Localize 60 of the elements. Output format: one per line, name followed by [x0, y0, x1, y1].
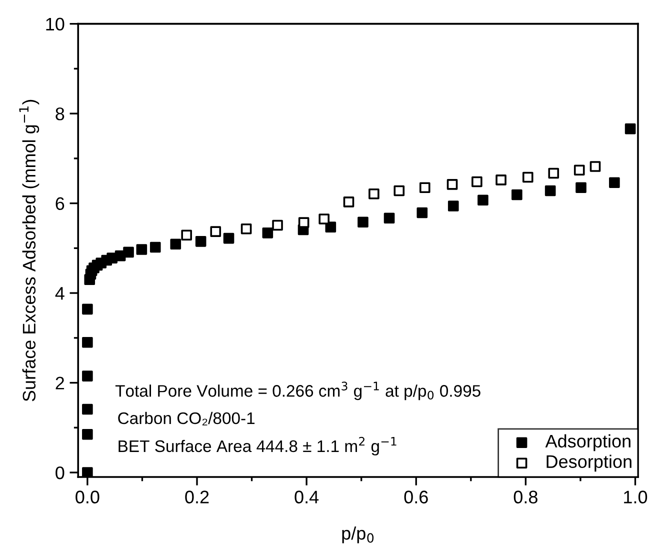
- point: [368, 188, 380, 200]
- point: [416, 207, 428, 218]
- point: [82, 336, 93, 348]
- point: [472, 176, 482, 188]
- point: [358, 216, 368, 228]
- point: [448, 200, 459, 212]
- legend-label: Desorption: [546, 454, 632, 472]
- point: [82, 370, 93, 382]
- point: [325, 222, 336, 232]
- point: [272, 220, 283, 231]
- point: [82, 304, 93, 315]
- point: [223, 232, 234, 244]
- point: [512, 189, 522, 200]
- x-tick-label: 0.2: [185, 490, 209, 504]
- point: [82, 404, 93, 415]
- point: [150, 242, 161, 253]
- point: [609, 177, 620, 188]
- point: [574, 164, 585, 176]
- point: [419, 182, 430, 193]
- x-tick-label: 0.4: [294, 490, 319, 504]
- point: [478, 194, 488, 206]
- point: [384, 212, 395, 224]
- point: [343, 196, 354, 208]
- annotation: BET Surface Area 444.8 ± 1.1 m$^{2}$ g$^{−1}$: [118, 436, 396, 456]
- x-axis-title: p/p$_{0}$: [342, 526, 374, 544]
- legend-label: Adsorption: [545, 434, 630, 452]
- point: [240, 223, 252, 234]
- point: [544, 185, 556, 196]
- point: [298, 217, 310, 228]
- point: [82, 428, 93, 440]
- point: [496, 174, 506, 186]
- point: [123, 246, 134, 258]
- point: [394, 185, 405, 196]
- y-tick-label: 2: [56, 376, 64, 390]
- y-tick-label: 0: [56, 466, 64, 480]
- y-axis-title: Surface Excess Adsorbed (mmol g$^{−1}$): [19, 100, 40, 402]
- point: [548, 168, 560, 179]
- point: [522, 172, 534, 183]
- point: [136, 244, 148, 255]
- point: [318, 214, 330, 224]
- annotation: Carbon CO₂/800-1: [118, 412, 255, 426]
- y-tick-label: 8: [56, 107, 64, 120]
- point: [82, 467, 93, 477]
- y-tick-label: 6: [56, 197, 64, 210]
- point: [195, 236, 206, 247]
- annotation: Total Pore Volume = 0.266 cm$^{3}$ g$^{−1}$ at p/p$_{0}$ 0.995: [115, 382, 480, 400]
- point: [181, 230, 192, 241]
- x-tick-label: 0.0: [76, 490, 100, 504]
- y-tick-label: 4: [55, 287, 64, 300]
- point: [262, 228, 274, 238]
- y-tick-label: 10: [46, 18, 64, 31]
- point: [576, 182, 586, 193]
- x-tick-label: 0.6: [404, 490, 428, 504]
- x-tick-label: 0.8: [514, 490, 538, 504]
- point: [624, 123, 636, 134]
- point: [590, 161, 601, 172]
- point: [170, 238, 182, 250]
- x-tick-label: 1.0: [624, 490, 648, 504]
- point: [210, 226, 222, 237]
- point: [446, 179, 458, 190]
